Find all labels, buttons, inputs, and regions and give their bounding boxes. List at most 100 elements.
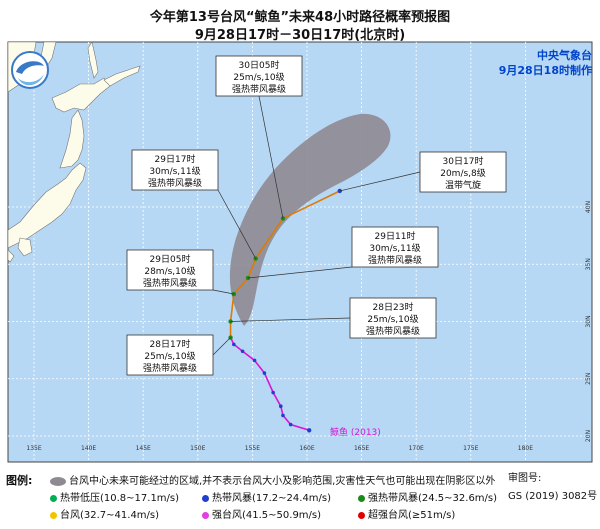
ocean-area (7, 41, 593, 463)
lon-tick-label: 145E (136, 445, 151, 452)
issue-time: 9月28日18时制作 (498, 64, 592, 77)
legend-item: 强台风(41.5~50.9m/s) (202, 506, 321, 521)
lon-tick-label: 150E (190, 445, 205, 452)
axis-ticks: 135E 140E 145E 150E 155E 160E 165E 170E 175E 180E… (26, 201, 592, 452)
callout-type: 强热带风暴级 (143, 277, 197, 289)
callout-time: 29日17时 (155, 153, 196, 165)
past-track-point (271, 390, 275, 395)
lon-tick-label: 180E (518, 445, 533, 452)
legend-item-text: 热带低压(10.8~17.1m/s) (60, 493, 180, 504)
legend-cone: 台风中心未来可能经过的区域,并不表示台风大小及影响范围,灾害性天气也可能出现在阴… (50, 472, 495, 487)
callout-leader (247, 266, 353, 279)
callout-type: 强热带风暴级 (366, 325, 420, 337)
lon-tick-label: 175E (463, 445, 478, 452)
past-track-line (229, 337, 310, 432)
ty-dot-icon (50, 511, 57, 519)
callout-leader (212, 337, 231, 356)
callout-wind: 28m/s,10级 (144, 265, 195, 277)
callout-type: 强热带风暴级 (148, 177, 202, 189)
legend-item-text: 强热带风暴(24.5~32.6m/s) (368, 493, 498, 504)
past-track-point (278, 404, 283, 409)
agency-block: 中央气象台 9月28日18时制作 (499, 48, 592, 78)
review-value: GS (2019) 3082号 (508, 491, 598, 502)
lon-tick-label: 135E (26, 445, 41, 452)
legend-cone-text: 台风中心未来可能经过的区域,并不表示台风大小及影响范围,灾害性天气也可能出现在阴… (69, 476, 496, 487)
review-label: 审图号: (508, 473, 542, 484)
forecast-callouts: 30日05时25m/s,10级强热带风暴级29日17时30m/s,11级强热带风… (126, 55, 507, 376)
callout-time: 30日05时 (239, 59, 280, 71)
legend-item-text: 台风(32.7~41.4m/s) (60, 510, 160, 521)
callout-wind: 25m/s,10级 (233, 71, 284, 83)
sty-dot-icon (202, 511, 209, 519)
callout-box (126, 334, 214, 376)
map-subtitle: 9月28日17时－30日17时(北京时) (194, 28, 406, 43)
callout-box (351, 226, 439, 268)
ts-dot-icon (202, 494, 209, 502)
current-position-point (306, 428, 312, 433)
callout-leader (230, 317, 351, 322)
callout-leaders (212, 95, 421, 356)
past-track-point (252, 358, 257, 363)
past-track-point (288, 422, 293, 427)
legend-item: 强热带风暴(24.5~32.6m/s) (358, 489, 497, 504)
callout-leader (212, 289, 234, 295)
lat-tick-label: 20N (585, 430, 592, 442)
callout-box (131, 149, 219, 191)
callout-time: 28日17时 (150, 338, 191, 350)
legend-item-text: 强台风(41.5~50.9m/s) (212, 510, 322, 521)
super-ty-dot-icon (358, 511, 365, 519)
probability-cone (229, 113, 391, 326)
lat-tick-label: 25N (585, 373, 592, 385)
agency-name: 中央气象台 (537, 49, 592, 62)
lon-tick-label: 140E (81, 445, 96, 452)
callout-wind: 20m/s,8级 (440, 167, 486, 179)
legend-item: 台风(32.7~41.4m/s) (50, 506, 159, 521)
cma-logo (11, 51, 49, 89)
callout-box (126, 249, 214, 291)
lat-tick-label: 40N (585, 201, 592, 213)
callout-time: 29日05时 (150, 253, 191, 265)
legend-item: 热带低压(10.8~17.1m/s) (50, 489, 179, 504)
legend-item-text: 超强台风(≥51m/s) (368, 510, 456, 521)
callout-type: 强热带风暴级 (143, 362, 197, 374)
callout-leader (258, 95, 284, 219)
sts-dot-icon (358, 494, 365, 502)
legend-item: 超强台风(≥51m/s) (358, 506, 455, 521)
past-track-points (228, 335, 312, 433)
lon-tick-label: 165E (354, 445, 369, 452)
typhoon-name-label: 鲸鱼 (2013) (330, 426, 381, 438)
legend-label: 图例: (6, 474, 33, 487)
callout-wind: 30m/s,11级 (149, 165, 200, 177)
lon-tick-label: 155E (245, 445, 260, 452)
lon-tick-label: 170E (409, 445, 424, 452)
callout-leader (217, 189, 256, 259)
callout-time: 29日11时 (375, 230, 416, 242)
past-track-point (240, 349, 245, 354)
legend-item-text: 热带风暴(17.2~24.4m/s) (212, 493, 332, 504)
review-number: 审图号: GS (2019) 3082号 (508, 470, 597, 506)
callout-leader (339, 171, 421, 192)
past-track-point (232, 342, 236, 347)
lat-tick-label: 30N (585, 315, 592, 327)
callout-wind: 30m/s,11级 (369, 242, 420, 254)
callout-box (419, 151, 507, 193)
lat-tick-label: 35N (585, 258, 592, 270)
cone-swatch-icon (50, 476, 66, 486)
callout-type: 温带气旋 (445, 179, 481, 191)
callout-box (349, 297, 437, 339)
callout-time: 28日23时 (373, 301, 414, 313)
callout-type: 强热带风暴级 (232, 83, 286, 95)
callout-type: 强热带风暴级 (368, 254, 422, 266)
callout-time: 30日17时 (443, 155, 484, 167)
legend: 图例: 台风中心未来可能经过的区域,并不表示台风大小及影响范围,灾害性天气也可能… (6, 468, 502, 524)
lon-tick-label: 160E (299, 445, 314, 452)
past-track-point (281, 413, 285, 418)
